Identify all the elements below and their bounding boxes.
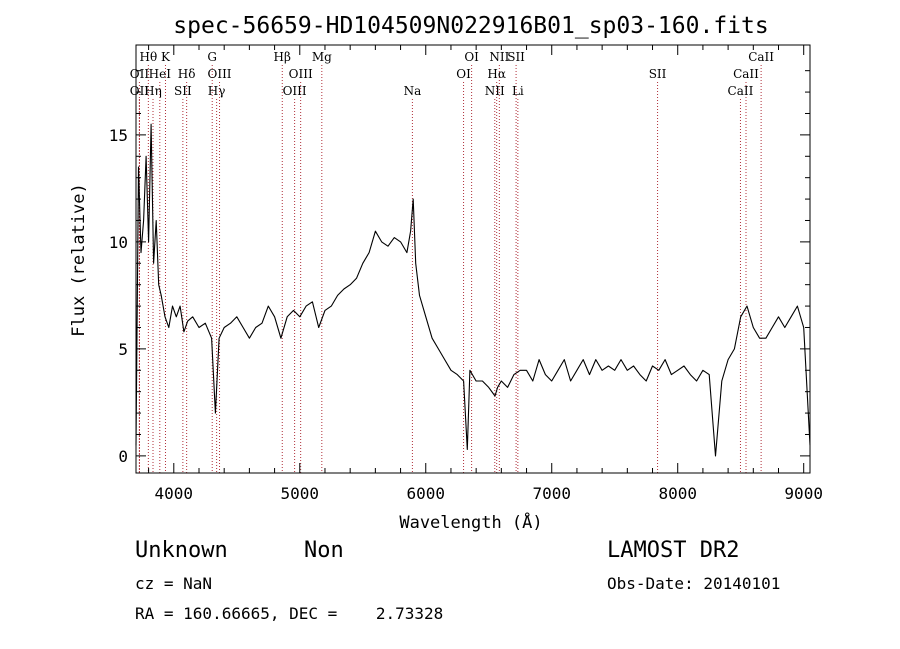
line-marker-label: OI [456,67,471,81]
line-marker-label: NII [485,84,505,98]
x-tick-label: 4000 [155,484,194,503]
line-marker-label: Hδ [178,67,196,81]
x-tick-label: 6000 [406,484,445,503]
line-marker-label: SII [649,67,667,81]
line-marker-label: NII [489,50,509,64]
line-marker-label: Mg [312,50,332,64]
x-tick-label: 8000 [658,484,697,503]
line-marker-label: SII [174,84,192,98]
y-tick-label: 10 [109,233,128,252]
line-marker-label: Hβ [274,50,291,64]
line-marker-label: Hα [487,67,506,81]
y-axis-label: Flux (relative) [69,183,89,337]
line-markers [138,65,762,473]
y-tick-label: 0 [118,447,128,466]
line-marker-label: Hθ [139,50,157,64]
spectrum-line [135,123,811,457]
line-marker-label: Hη [144,84,162,98]
survey-name: LAMOST DR2 [607,538,740,563]
redshift-value: cz = NaN [135,574,213,593]
line-marker-label: K [161,50,171,64]
x-tick-label: 5000 [281,484,320,503]
line-marker-label: OIII [283,84,307,98]
y-axis-ticks: 0 5 10 15 [109,70,810,466]
x-tick-label: 7000 [532,484,571,503]
plot-frame [135,44,811,474]
line-marker-label: OII [130,84,150,98]
line-marker-label: OI [464,50,479,64]
line-marker-label: SII [507,50,525,64]
object-class: Unknown [135,538,228,563]
line-marker-label: Na [404,84,422,98]
line-marker-label: Li [512,84,524,98]
coordinates: RA = 160.66665, DEC = 2.73328 [135,604,444,623]
line-marker-label: HeI [149,67,172,81]
line-marker-label: OIII [207,67,231,81]
x-axis-label: Wavelength (Å) [399,511,542,533]
object-subclass: Non [304,538,344,563]
y-tick-label: 5 [118,340,128,359]
line-marker-label: G [207,50,217,64]
line-marker-label: OIII [289,67,313,81]
line-marker-label: OII [130,67,150,81]
line-marker-label: Hγ [208,84,226,98]
line-marker-label: CaII [728,84,754,98]
spectrum-series [135,123,811,457]
line-marker-label: CaII [733,67,759,81]
y-tick-label: 15 [109,126,128,145]
x-axis-ticks: 4000 5000 6000 7000 8000 9000 [148,45,823,503]
x-tick-label: 9000 [784,484,823,503]
line-marker-label: CaII [748,50,774,64]
obs-date: Obs-Date: 20140101 [607,574,781,593]
chart-title: spec-56659-HD104509N022916B01_sp03-160.f… [173,13,768,39]
